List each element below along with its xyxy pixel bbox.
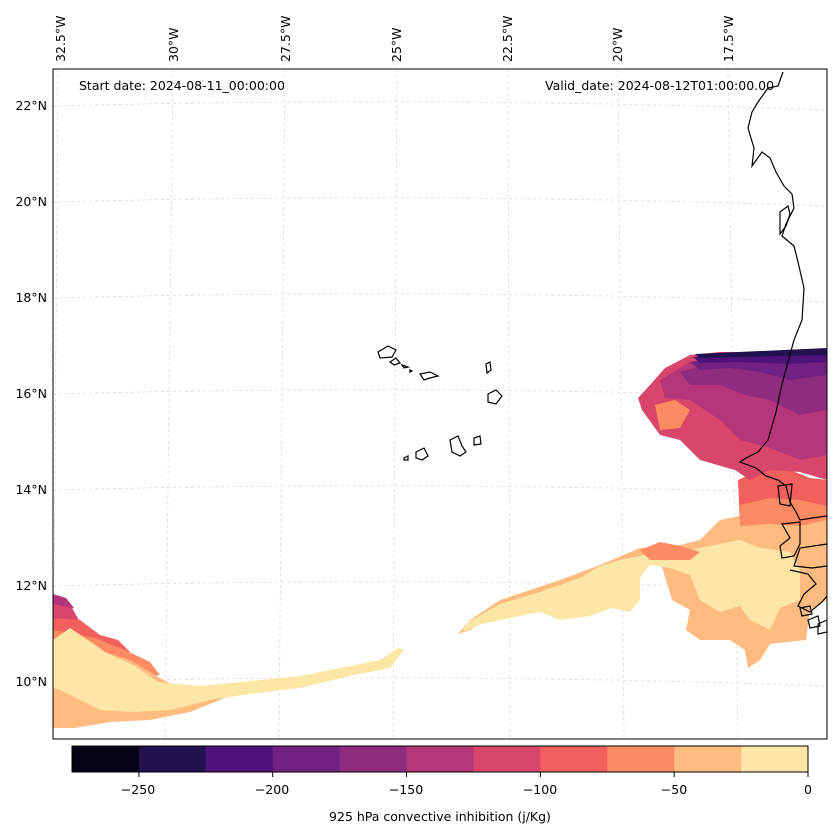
colorbar-frame <box>71 745 809 773</box>
cin-field-west <box>53 594 404 728</box>
cin-contour-east-2 <box>462 540 800 632</box>
colorbar-title: 925 hPa convective inhibition (j/Kg) <box>329 809 551 824</box>
colorbar-box <box>138 746 207 772</box>
valid-date-annotation: Valid_date: 2024-08-12T01:00:00.00 <box>545 78 775 93</box>
lat-label-16n: 16°N <box>15 386 47 401</box>
lon-label-22-5w: 22.5°W <box>500 15 515 62</box>
colorbar-box <box>607 746 675 772</box>
colorbar-box <box>406 746 474 772</box>
colorbar-tick-label: −100 <box>522 782 558 797</box>
colorbar-tick-label: 0 <box>804 782 812 797</box>
cin-contour-west-6 <box>53 628 404 712</box>
colorbar-ticks <box>138 772 809 777</box>
colorbar-box <box>272 746 341 772</box>
lat-label-10n: 10°N <box>15 674 47 689</box>
lat-label-20n: 20°N <box>15 194 47 209</box>
lon-label-30w: 30°W <box>166 27 181 62</box>
colorbar-box <box>741 746 809 772</box>
lon-label-27-5w: 27.5°W <box>278 15 293 62</box>
lon-label-20w: 20°W <box>610 27 625 62</box>
lat-label-18n: 18°N <box>15 290 47 305</box>
colorbar <box>72 746 809 772</box>
colorbar-tick-label: −200 <box>254 782 290 797</box>
colorbar-box <box>473 746 541 772</box>
colorbar-box <box>205 746 274 772</box>
lat-label-22n: 22°N <box>15 98 47 113</box>
cin-contour-east-12 <box>655 400 690 430</box>
start-date-annotation: Start date: 2024-08-11_00:00:00 <box>79 78 285 93</box>
lon-label-25w: 25°W <box>389 27 404 62</box>
colorbar-tick-label: −150 <box>388 782 424 797</box>
parallel-gridlines <box>53 101 827 687</box>
colorbar-box <box>72 746 140 772</box>
colorbar-box <box>339 746 408 772</box>
colorbar-tick-label: −250 <box>120 782 156 797</box>
colorbar-box <box>540 746 608 772</box>
african-coastline <box>738 71 827 635</box>
lon-label-32-5w: 32.5°W <box>53 15 68 62</box>
lon-label-17-5w: 17.5°W <box>721 15 736 62</box>
lat-label-12n: 12°N <box>15 578 47 593</box>
lat-label-14n: 14°N <box>15 482 47 497</box>
colorbar-box <box>674 746 742 772</box>
colorbar-tick-label: −50 <box>660 782 688 797</box>
map-frame <box>52 68 828 740</box>
cin-contour-east-3 <box>640 542 700 560</box>
cape-verde-islands <box>377 345 503 461</box>
cin-contour-east-11 <box>695 348 827 358</box>
cin-field-east <box>458 348 827 668</box>
